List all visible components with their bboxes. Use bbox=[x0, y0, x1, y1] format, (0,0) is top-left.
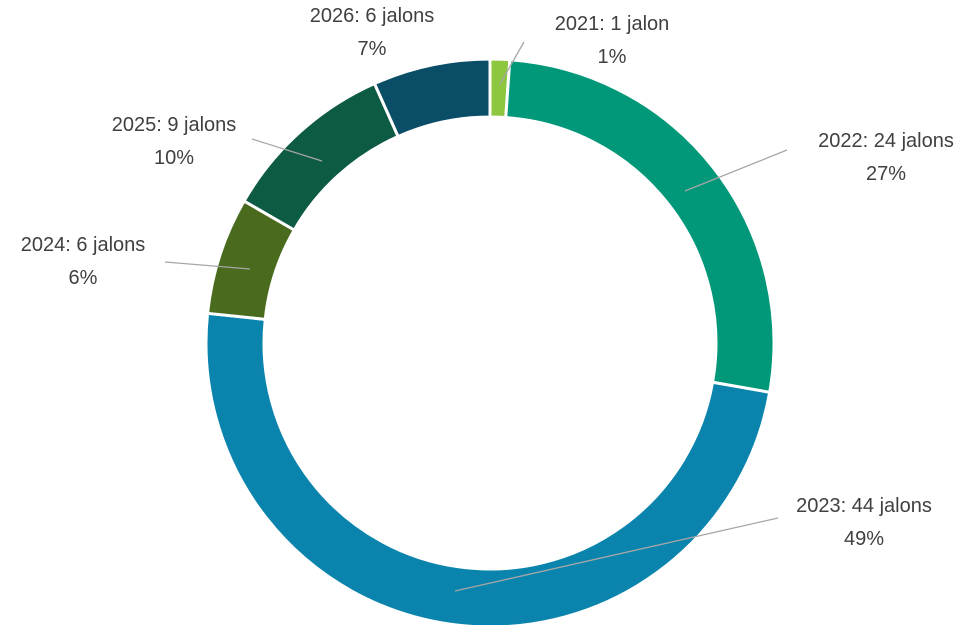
donut-slice-2023 bbox=[204, 311, 772, 625]
percent-label-2025: 10% bbox=[154, 147, 194, 169]
donut-slice-2025 bbox=[241, 81, 401, 233]
data-label-2022: 2022: 24 jalons bbox=[818, 130, 954, 152]
donut-slice-2026 bbox=[372, 57, 492, 139]
leader-line-2025 bbox=[251, 138, 323, 162]
percent-label-2023: 49% bbox=[844, 528, 884, 550]
percent-label-2024: 6% bbox=[69, 267, 98, 289]
leader-line-2024 bbox=[164, 261, 251, 270]
data-label-2024: 2024: 6 jalons bbox=[21, 234, 146, 256]
data-label-2026: 2026: 6 jalons bbox=[310, 5, 435, 27]
leader-line-2022 bbox=[684, 149, 788, 192]
data-label-2025: 2025: 9 jalons bbox=[112, 114, 237, 136]
donut-slice-2022 bbox=[504, 58, 776, 395]
percent-label-2022: 27% bbox=[866, 163, 906, 185]
data-label-2021: 2021: 1 jalon bbox=[555, 13, 670, 35]
percent-label-2026: 7% bbox=[358, 38, 387, 60]
leader-line-2021 bbox=[499, 41, 525, 85]
percent-label-2021: 1% bbox=[598, 46, 627, 68]
leader-line-2023 bbox=[454, 517, 779, 592]
data-label-2023: 2023: 44 jalons bbox=[796, 495, 932, 517]
